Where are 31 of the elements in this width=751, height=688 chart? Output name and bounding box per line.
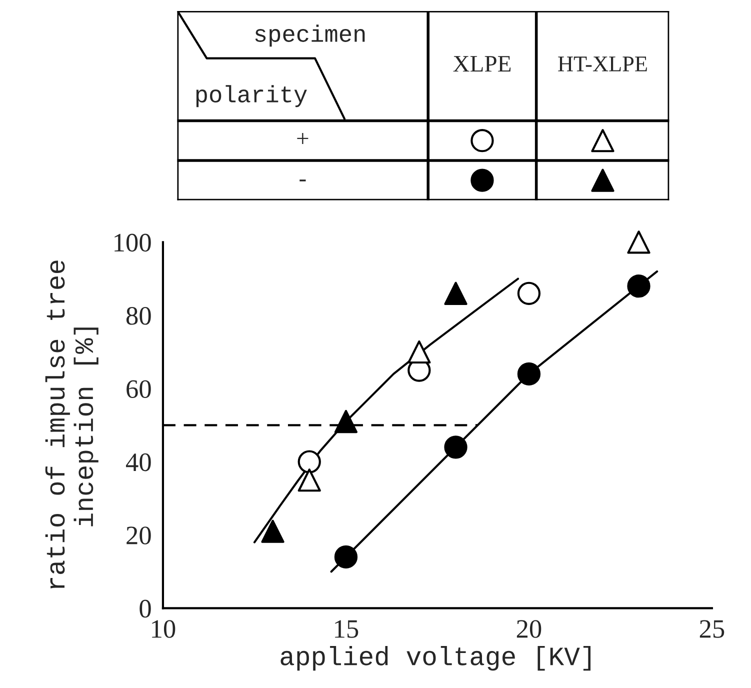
y-tick-label: 0	[140, 600, 151, 618]
text: polarity	[196, 85, 307, 108]
point	[298, 450, 321, 474]
point	[627, 274, 650, 298]
point	[298, 468, 321, 492]
y-tick-label: 100	[114, 234, 151, 252]
y-axis-title: ratio of impulse tree inception [%]	[45, 260, 98, 588]
x-tick-label: 10	[152, 620, 176, 638]
y-tick-label: 60	[126, 380, 151, 398]
y-tick-label: 80	[126, 306, 151, 325]
text: HT-XLPE	[558, 56, 647, 72]
point	[517, 282, 541, 305]
point	[261, 520, 284, 543]
point	[334, 410, 358, 434]
text: XLPE	[453, 56, 511, 72]
point	[334, 545, 358, 569]
y-tick-label: 40	[126, 453, 151, 472]
text: -	[300, 180, 306, 182]
x-tick-label: 20	[516, 620, 542, 638]
text: specimen	[255, 24, 365, 47]
line-series	[253, 278, 520, 544]
x-axis-title: applied voltage [KV]	[280, 646, 590, 671]
point	[627, 230, 650, 254]
point	[444, 436, 468, 459]
y-tick-label: 20	[126, 526, 151, 544]
text: +	[297, 132, 308, 144]
x-tick-label: 15	[335, 620, 358, 638]
point	[444, 282, 468, 305]
point	[408, 340, 431, 364]
point	[517, 362, 541, 386]
x-tick-label: 25	[700, 620, 724, 638]
